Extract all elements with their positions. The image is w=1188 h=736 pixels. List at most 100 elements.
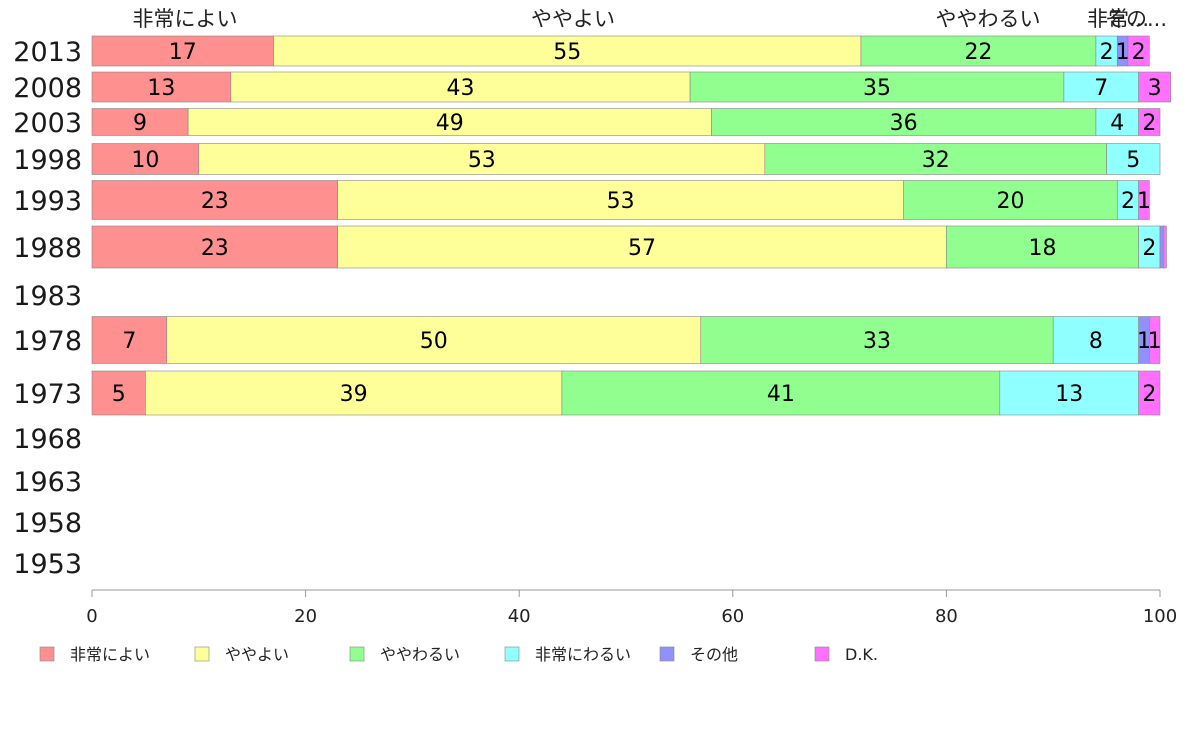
bar-value-label: 13 — [147, 76, 175, 101]
y-tick-label: 1983 — [13, 281, 82, 312]
bar-segment — [1138, 71, 1171, 103]
y-tick-label: 1998 — [13, 145, 82, 176]
bar-segment — [91, 225, 338, 269]
bar-value-label: 2 — [1132, 40, 1146, 65]
bar-value-label: 50 — [420, 329, 448, 354]
bar-segment — [91, 370, 146, 416]
bar-segment — [689, 71, 1065, 103]
bar-value-label: 3 — [1148, 76, 1162, 101]
legend-item: ややわるい — [349, 645, 460, 664]
legend-label: その他 — [690, 645, 738, 664]
bar-value-label: 53 — [607, 189, 635, 214]
bar-segment — [903, 180, 1118, 220]
bar-segment — [1127, 35, 1150, 67]
bar-value-label: 7 — [1094, 76, 1108, 101]
y-tick-label: 1973 — [13, 379, 82, 410]
bar-segment — [198, 143, 766, 175]
x-axis: 0 20 40 60 80 100 — [86, 589, 1177, 627]
bar-segment — [764, 143, 1107, 175]
x-tick-label: 100 — [1143, 606, 1177, 627]
bar-value-label: 43 — [446, 76, 474, 101]
bar-value-label: 57 — [628, 236, 656, 261]
legend-swatch — [504, 646, 520, 662]
bar-segment — [711, 108, 1097, 136]
bar-segment — [1106, 143, 1161, 175]
legend-label: ややわるい — [380, 645, 460, 664]
bar-segment — [1052, 316, 1139, 364]
y-tick-label: 1988 — [13, 233, 82, 264]
y-tick-label: 1958 — [13, 508, 82, 539]
bar-segment — [91, 35, 274, 67]
legend-item: 非常によい — [39, 645, 150, 664]
bar-value-label: 13 — [1055, 382, 1083, 407]
y-tick-label: 2008 — [13, 73, 82, 104]
bar-segment — [700, 316, 1054, 364]
top-category-label: ややよい — [531, 7, 615, 31]
bar-value-label: 2 — [1121, 189, 1135, 214]
bar-value-label: 5 — [1126, 148, 1140, 173]
bar-value-label: 4 — [1110, 111, 1124, 136]
bar-segment — [145, 370, 563, 416]
x-tick-label: 20 — [294, 606, 317, 627]
top-category-label: その... — [1105, 7, 1167, 31]
bar-value-label: 2 — [1142, 111, 1156, 136]
y-tick-label: 1978 — [13, 326, 82, 357]
bar-value-label: 36 — [890, 111, 918, 136]
bar-segment — [273, 35, 862, 67]
bar-value-label: 1 — [1137, 329, 1151, 354]
bar-value-label: 18 — [1029, 236, 1057, 261]
legend-label: ややよい — [225, 645, 289, 664]
y-tick-label: 1963 — [13, 467, 82, 498]
bar-value-label: 35 — [863, 76, 891, 101]
bars: 17 55 22 2 1 213 43 35 7 39 49 36 4 210 53 32 523 53 20 2 12… — [91, 35, 1171, 416]
bar-value-label: 2 — [1100, 40, 1114, 65]
bar-value-label: 1 — [1137, 189, 1151, 214]
top-category-label: 非常によい — [133, 7, 238, 31]
bar-segment — [91, 71, 232, 103]
bar-segment — [946, 225, 1139, 269]
bar-value-label: 5 — [112, 382, 126, 407]
bar-segment — [1063, 71, 1139, 103]
bar-segment — [337, 225, 947, 269]
legend-label: D.K. — [845, 645, 878, 664]
bar-segment — [1095, 108, 1139, 136]
bar-segment — [1162, 225, 1167, 269]
top-category-label: 非常... — [1087, 7, 1149, 31]
bar-value-label: 55 — [553, 40, 581, 65]
bar-segment — [561, 370, 1001, 416]
bar-segment — [337, 180, 904, 220]
bar-segment — [91, 143, 200, 175]
bar-value-label: 1 — [1116, 40, 1130, 65]
bar-value-label: 22 — [964, 40, 992, 65]
bar-segment — [166, 316, 702, 364]
x-tick-label: 40 — [508, 606, 531, 627]
bar-value-label: 8 — [1089, 329, 1103, 354]
bar-value-label: 23 — [201, 236, 229, 261]
legend-swatch — [39, 646, 55, 662]
bar-value-label: 9 — [133, 111, 147, 136]
legend-swatch — [814, 646, 830, 662]
bar-segment — [1138, 108, 1161, 136]
bar-value-label: 20 — [996, 189, 1024, 214]
bar-value-label: 7 — [122, 329, 136, 354]
y-tick-label: 1953 — [13, 549, 82, 580]
bar-segment — [1159, 225, 1164, 269]
bar-segment — [230, 71, 691, 103]
bar-value-label: 53 — [468, 148, 496, 173]
top-category-labels: 非常によい ややよい ややわるい 非常...その... — [133, 7, 1168, 31]
x-tick-label: 0 — [86, 606, 97, 627]
x-tick-label: 60 — [721, 606, 744, 627]
bar-value-label: 49 — [436, 111, 464, 136]
legend-swatch — [194, 646, 210, 662]
bar-value-label: 32 — [922, 148, 950, 173]
legend-label: 非常にわるい — [535, 645, 631, 664]
y-tick-label: 1968 — [13, 424, 82, 455]
legend: 非常によい ややよい ややわるい 非常にわるい その他 D.K. — [39, 645, 878, 664]
bar-segment — [187, 108, 712, 136]
bar-value-label: 23 — [201, 189, 229, 214]
top-category-label: ややわるい — [936, 7, 1041, 31]
bar-segment — [860, 35, 1097, 67]
legend-item: D.K. — [814, 645, 878, 664]
bar-segment — [91, 316, 168, 364]
